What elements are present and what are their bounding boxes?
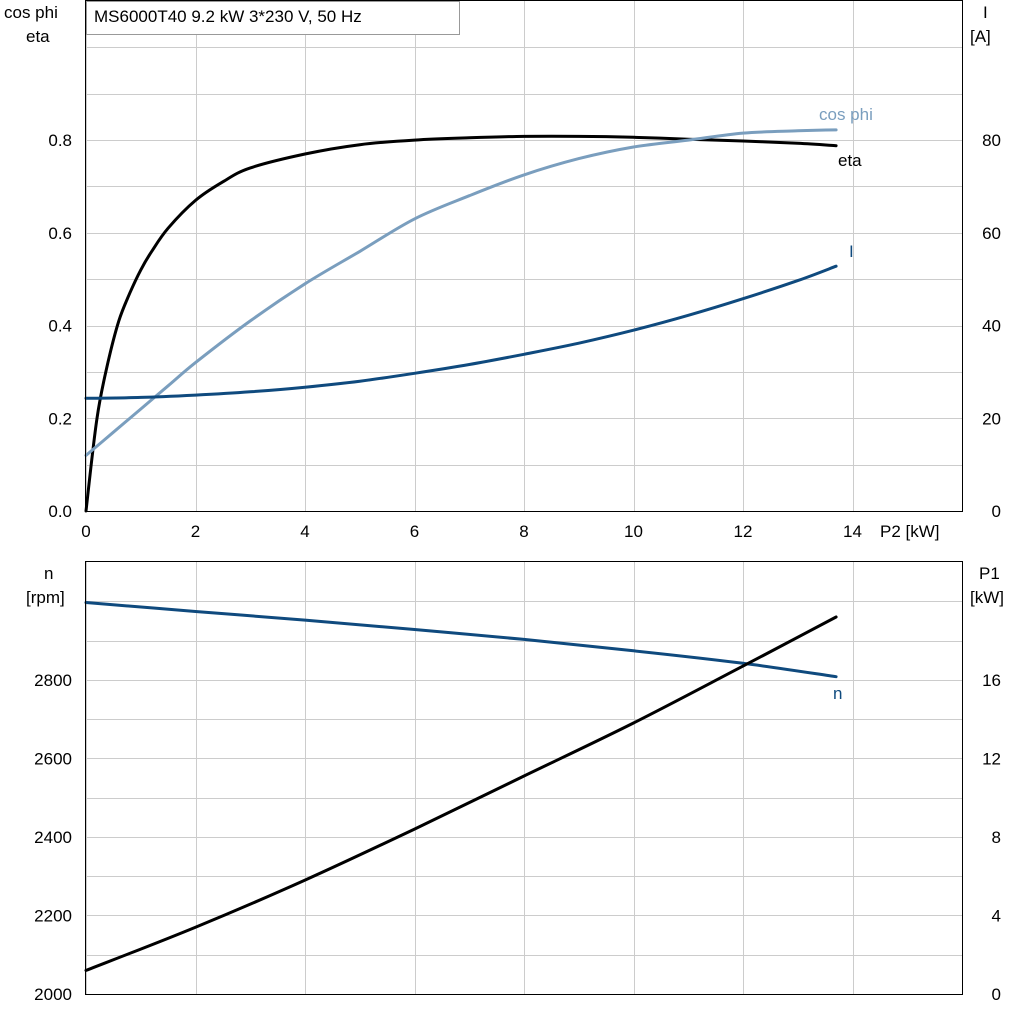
bottom-series-group: [84, 601, 838, 972]
x-tick-label: 12: [734, 522, 753, 541]
x-tick-label: 6: [410, 522, 419, 541]
x-axis-label: P2 [kW]: [880, 522, 940, 541]
x-tick-label: 14: [843, 522, 862, 541]
right-tick-label: 0: [992, 502, 1001, 521]
right-tick-label: 12: [982, 749, 1001, 768]
right-axis-label-i: I: [983, 3, 988, 22]
left-axis-label-cosphi: cos phi: [4, 3, 58, 22]
top-plot-frame: [85, 0, 963, 512]
top-series-group: [84, 128, 838, 513]
x-tick-label: 8: [519, 522, 528, 541]
series-label-i: I: [849, 242, 854, 261]
right-tick-label: 16: [982, 671, 1001, 690]
right-tick-label: 8: [992, 828, 1001, 847]
left-tick-label: 0.8: [48, 131, 72, 150]
right-axis-label-p1: P1: [979, 564, 1000, 583]
series-label-n: n: [833, 684, 842, 703]
bottom-left-tick-labels: 2000 2200 2400 2600 2800: [34, 671, 72, 1004]
series-i-line: [84, 264, 838, 400]
left-tick-label: 0.6: [48, 224, 72, 243]
right-tick-label: 4: [992, 906, 1001, 925]
right-axis-label-a-unit: [A]: [970, 27, 991, 46]
left-tick-label: 0.2: [48, 409, 72, 428]
left-tick-label: 2400: [34, 828, 72, 847]
top-series-labels: eta cos phi I: [819, 105, 873, 261]
left-tick-label: 0.0: [48, 502, 72, 521]
bottom-series-labels: n: [833, 684, 842, 703]
bottom-right-tick-labels: 0 4 8 12 16: [982, 671, 1001, 1004]
series-n-line: [84, 601, 838, 679]
right-tick-label: 40: [982, 317, 1001, 336]
top-x-tick-labels: 0 2 4 6 8 10 12 14: [81, 522, 862, 541]
top-gridlines: [86, 1, 962, 511]
series-cos-phi-line: [84, 128, 838, 457]
right-axis-label-kw-unit: [kW]: [970, 588, 1004, 607]
top-right-tick-labels: 0 20 40 60 80: [982, 131, 1001, 521]
left-axis-label-n: n: [44, 564, 53, 583]
right-tick-label: 80: [982, 131, 1001, 150]
right-tick-label: 60: [982, 224, 1001, 243]
chart-title: MS6000T40 9.2 kW 3*230 V, 50 Hz: [94, 7, 362, 26]
left-tick-label: 0.4: [48, 317, 72, 336]
top-panel: 0 2 4 6 8 10 12 14 0.0 0.2 0.4 0.6 0.8 0 20 40 60 80 et…: [4, 0, 1001, 541]
x-tick-label: 0: [81, 522, 90, 541]
right-tick-label: 20: [982, 409, 1001, 428]
series-eta-line: [84, 134, 838, 513]
series-p1-line: [84, 615, 838, 972]
left-axis-label-eta: eta: [26, 27, 50, 46]
x-tick-label: 4: [300, 522, 309, 541]
series-label-cos-phi: cos phi: [819, 105, 873, 124]
left-tick-label: 2800: [34, 671, 72, 690]
bottom-plot-frame: [85, 561, 963, 995]
top-left-tick-labels: 0.0 0.2 0.4 0.6 0.8: [48, 131, 72, 521]
left-tick-label: 2600: [34, 749, 72, 768]
x-tick-label: 2: [191, 522, 200, 541]
bottom-panel: 2000 2200 2400 2600 2800 0 4 8 12 16 n n [rpm] P…: [26, 561, 1004, 1004]
title-box: [86, 1, 460, 35]
left-tick-label: 2000: [34, 985, 72, 1004]
x-tick-label: 10: [624, 522, 643, 541]
left-tick-label: 2200: [34, 906, 72, 925]
left-axis-label-rpm-unit: [rpm]: [26, 588, 65, 607]
series-label-eta: eta: [838, 151, 862, 170]
right-tick-label: 0: [992, 985, 1001, 1004]
bottom-gridlines: [86, 562, 962, 994]
